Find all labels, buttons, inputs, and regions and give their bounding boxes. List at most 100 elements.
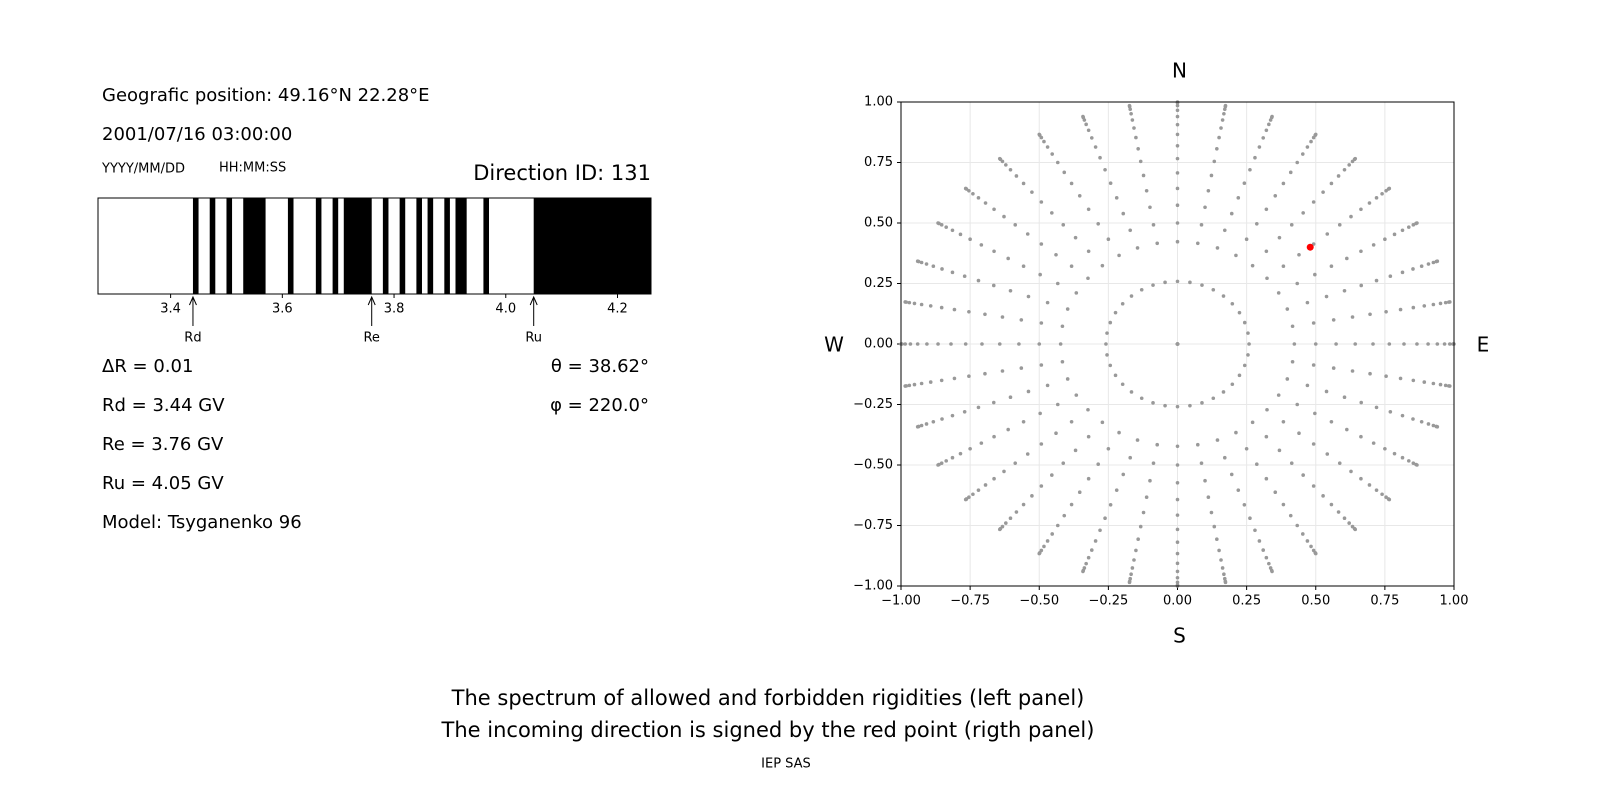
direction-point	[1292, 342, 1297, 346]
direction-point	[1290, 359, 1295, 364]
direction-point	[1359, 207, 1363, 212]
direction-point	[1295, 523, 1300, 528]
direction-point	[1229, 211, 1234, 216]
caption: The incoming direction is signed by the …	[441, 718, 1095, 742]
direction-point	[1431, 381, 1436, 386]
direction-point	[1321, 190, 1325, 194]
direction-point	[1374, 278, 1379, 283]
direction-point	[939, 223, 944, 227]
spectrum-border	[97, 197, 652, 295]
direction-point	[1188, 280, 1192, 285]
direction-point	[939, 461, 944, 465]
direction-point	[1054, 252, 1058, 257]
direction-point	[1347, 521, 1351, 525]
direction-point	[1215, 537, 1219, 542]
direction-point	[1039, 442, 1044, 446]
direction-point	[1065, 307, 1070, 311]
direction-point	[939, 305, 944, 310]
direction-point	[1353, 342, 1358, 346]
direction-point	[979, 441, 984, 445]
direction-point	[1188, 403, 1192, 408]
direction-point	[1264, 434, 1269, 439]
direction-point	[1175, 575, 1180, 580]
direction-point	[1074, 291, 1079, 295]
direction-point	[952, 307, 957, 312]
direction-point	[1141, 510, 1146, 515]
direction-point	[1013, 223, 1018, 227]
info-text: Re = 3.76 GV	[102, 434, 224, 455]
direction-point	[1113, 373, 1118, 378]
direction-point	[1221, 294, 1226, 298]
direction-point	[1246, 353, 1250, 357]
direction-point	[1103, 167, 1107, 172]
direction-point	[958, 451, 963, 456]
direction-point	[962, 410, 967, 414]
direction-point	[1301, 473, 1305, 477]
direction-point	[1098, 155, 1102, 160]
direction-point	[1103, 516, 1107, 521]
direction-point	[1175, 513, 1180, 517]
direction-point	[1130, 118, 1135, 122]
direction-point	[1329, 419, 1334, 424]
direction-point	[1175, 569, 1180, 574]
direction-point	[1374, 488, 1379, 492]
direction-point	[992, 476, 996, 481]
direction-point	[1222, 455, 1227, 460]
direction-point	[1175, 463, 1180, 467]
direction-point	[1368, 312, 1372, 317]
time-format: HH:MM:SS	[219, 161, 286, 176]
direction-point	[1419, 419, 1424, 424]
direction-point	[1353, 156, 1358, 161]
direction-point	[1313, 132, 1318, 137]
direction-point	[1392, 451, 1397, 456]
direction-point	[1380, 191, 1384, 196]
direction-point	[1069, 181, 1074, 186]
direction-point	[1132, 558, 1136, 562]
direction-point	[1325, 452, 1330, 456]
direction-point	[1086, 276, 1090, 281]
direction-point	[1242, 320, 1247, 325]
direction-point	[1415, 342, 1419, 346]
direction-point	[1117, 253, 1121, 258]
forbidden-band	[427, 198, 434, 294]
direction-point	[1013, 461, 1018, 465]
direction-point	[1242, 363, 1247, 368]
direction-point	[1093, 539, 1098, 543]
direction-point	[1337, 461, 1342, 465]
direction-point	[963, 342, 968, 346]
direction-point	[1384, 310, 1388, 314]
direction-point	[1222, 228, 1227, 233]
direction-point	[1443, 383, 1448, 388]
direction-point	[976, 405, 981, 410]
direction-point	[1359, 283, 1364, 288]
forbidden-band	[192, 198, 199, 294]
marker-label: Rd	[184, 331, 201, 346]
marker-label: Ru	[525, 331, 542, 346]
direction-point	[1175, 171, 1180, 175]
info-text: Ru = 4.05 GV	[102, 473, 224, 494]
direction-point	[958, 232, 963, 237]
direction-point	[1055, 523, 1060, 528]
direction-point	[1236, 488, 1241, 492]
direction-point	[1069, 419, 1074, 424]
direction-point	[1141, 173, 1146, 178]
forbidden-band	[209, 198, 216, 294]
direction-point	[1236, 196, 1241, 200]
direction-point	[1311, 321, 1316, 325]
direction-point	[1061, 461, 1066, 465]
direction-point	[1345, 256, 1349, 261]
direction-point	[1387, 186, 1392, 191]
direction-point	[1305, 383, 1310, 388]
direction-point	[1371, 441, 1376, 445]
direction-point	[1270, 569, 1274, 574]
direction-point	[950, 228, 955, 233]
direction-point	[1175, 527, 1180, 532]
direction-point	[1350, 369, 1355, 373]
direction-point	[1134, 548, 1138, 553]
direction-point	[1242, 503, 1247, 507]
direction-point	[1411, 305, 1416, 310]
direction-point	[971, 492, 975, 497]
y-tick-label: −0.25	[853, 397, 893, 412]
direction-point	[967, 374, 971, 378]
y-tick-label: 0.00	[864, 337, 893, 352]
